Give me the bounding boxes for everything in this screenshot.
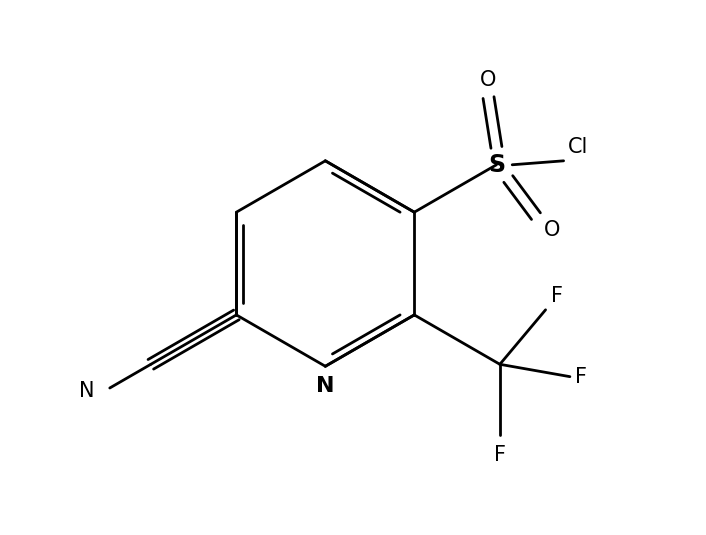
Text: O: O (544, 220, 561, 240)
Text: F: F (551, 286, 563, 306)
Text: F: F (575, 366, 587, 387)
Text: O: O (480, 70, 497, 90)
Text: F: F (494, 445, 506, 465)
Text: S: S (488, 153, 505, 177)
Text: Cl: Cl (568, 137, 588, 157)
Text: N: N (79, 381, 95, 401)
Text: N: N (316, 376, 335, 396)
